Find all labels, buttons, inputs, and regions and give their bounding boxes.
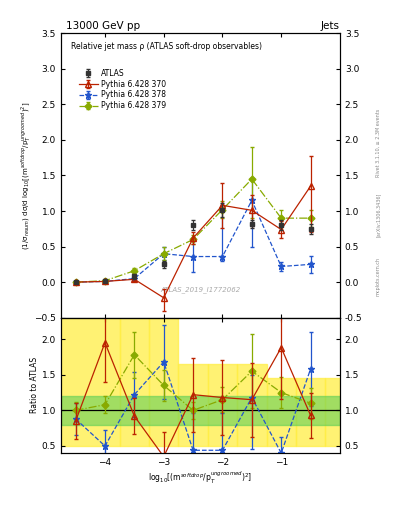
Bar [266,378,296,446]
Text: mcplots.cern.ch: mcplots.cern.ch [376,257,380,296]
Text: Jets: Jets [321,21,340,31]
Text: ATLAS_2019_I1772062: ATLAS_2019_I1772062 [160,286,241,293]
Bar [119,317,149,446]
Bar [237,364,266,446]
Text: Rivet 3.1.10, ≥ 2.3M events: Rivet 3.1.10, ≥ 2.3M events [376,109,380,178]
Text: 13000 GeV pp: 13000 GeV pp [66,21,141,31]
Text: Relative jet mass ρ (ATLAS soft-drop observables): Relative jet mass ρ (ATLAS soft-drop obs… [72,42,263,51]
Bar [208,364,237,446]
Bar [178,364,208,446]
Y-axis label: Ratio to ATLAS: Ratio to ATLAS [30,357,39,414]
Bar [61,396,340,424]
Bar [61,317,119,446]
Y-axis label: (1/σ$_{resum}$) dσ/d log$_{10}$[(m$^{soft drop}$/p$_T^{ungroomed}$)$^2$]: (1/σ$_{resum}$) dσ/d log$_{10}$[(m$^{sof… [20,101,33,250]
Text: [arXiv:1306.3436]: [arXiv:1306.3436] [376,193,380,237]
Bar [149,317,178,446]
Bar [296,378,325,446]
Bar [325,378,340,446]
Legend: ATLAS, Pythia 6.428 370, Pythia 6.428 378, Pythia 6.428 379: ATLAS, Pythia 6.428 370, Pythia 6.428 37… [76,66,169,113]
X-axis label: log$_{10}$[(m$^{soft drop}$/p$_T^{ungroomed}$)$^2$]: log$_{10}$[(m$^{soft drop}$/p$_T^{ungroo… [148,470,253,486]
